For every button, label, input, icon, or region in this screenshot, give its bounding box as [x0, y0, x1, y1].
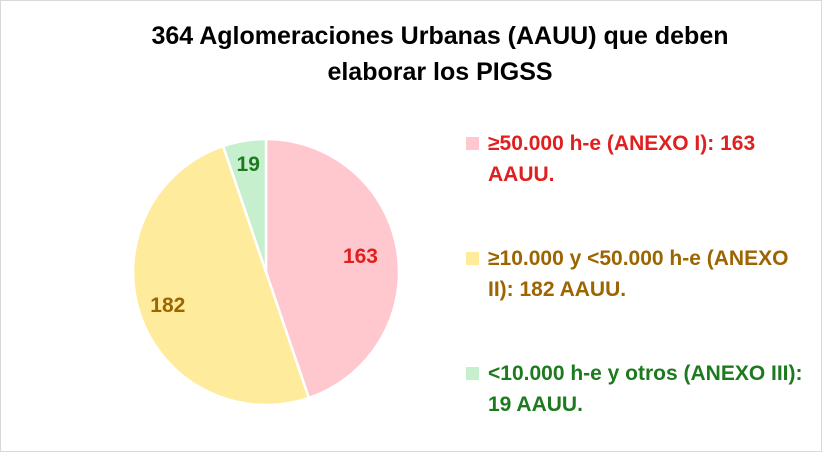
slice-anexo-ii — [131, 144, 311, 407]
legend-label: ≥10.000 y <50.000 h-e (ANEXO II): 182 AA… — [488, 247, 789, 301]
legend-swatch — [466, 367, 479, 380]
legend-item-anexo-iii: <10.000 h-e y otros (ANEXO III): 19 AAUU… — [466, 358, 816, 420]
legend-item-anexo-ii: ≥10.000 y <50.000 h-e (ANEXO II): 182 AA… — [466, 243, 816, 305]
legend-item-anexo-i: ≥50.000 h-e (ANEXO I): 163 AAUU. — [466, 128, 816, 190]
slice-data-label: 163 — [343, 245, 378, 268]
slice-data-label: 182 — [150, 294, 185, 317]
slice-anexo-iii — [221, 137, 268, 273]
slice-anexo-i — [264, 137, 401, 400]
legend-label: ≥50.000 h-e (ANEXO I): 163 AAUU. — [488, 132, 756, 186]
legend-label: <10.000 h-e y otros (ANEXO III): 19 AAUU… — [488, 362, 803, 416]
chart-title: 364 Aglomeraciones Urbanas (AAUU) que de… — [151, 22, 729, 86]
legend-swatch — [466, 137, 479, 150]
slice-data-label: 19 — [237, 153, 260, 176]
legend-swatch — [466, 252, 479, 265]
